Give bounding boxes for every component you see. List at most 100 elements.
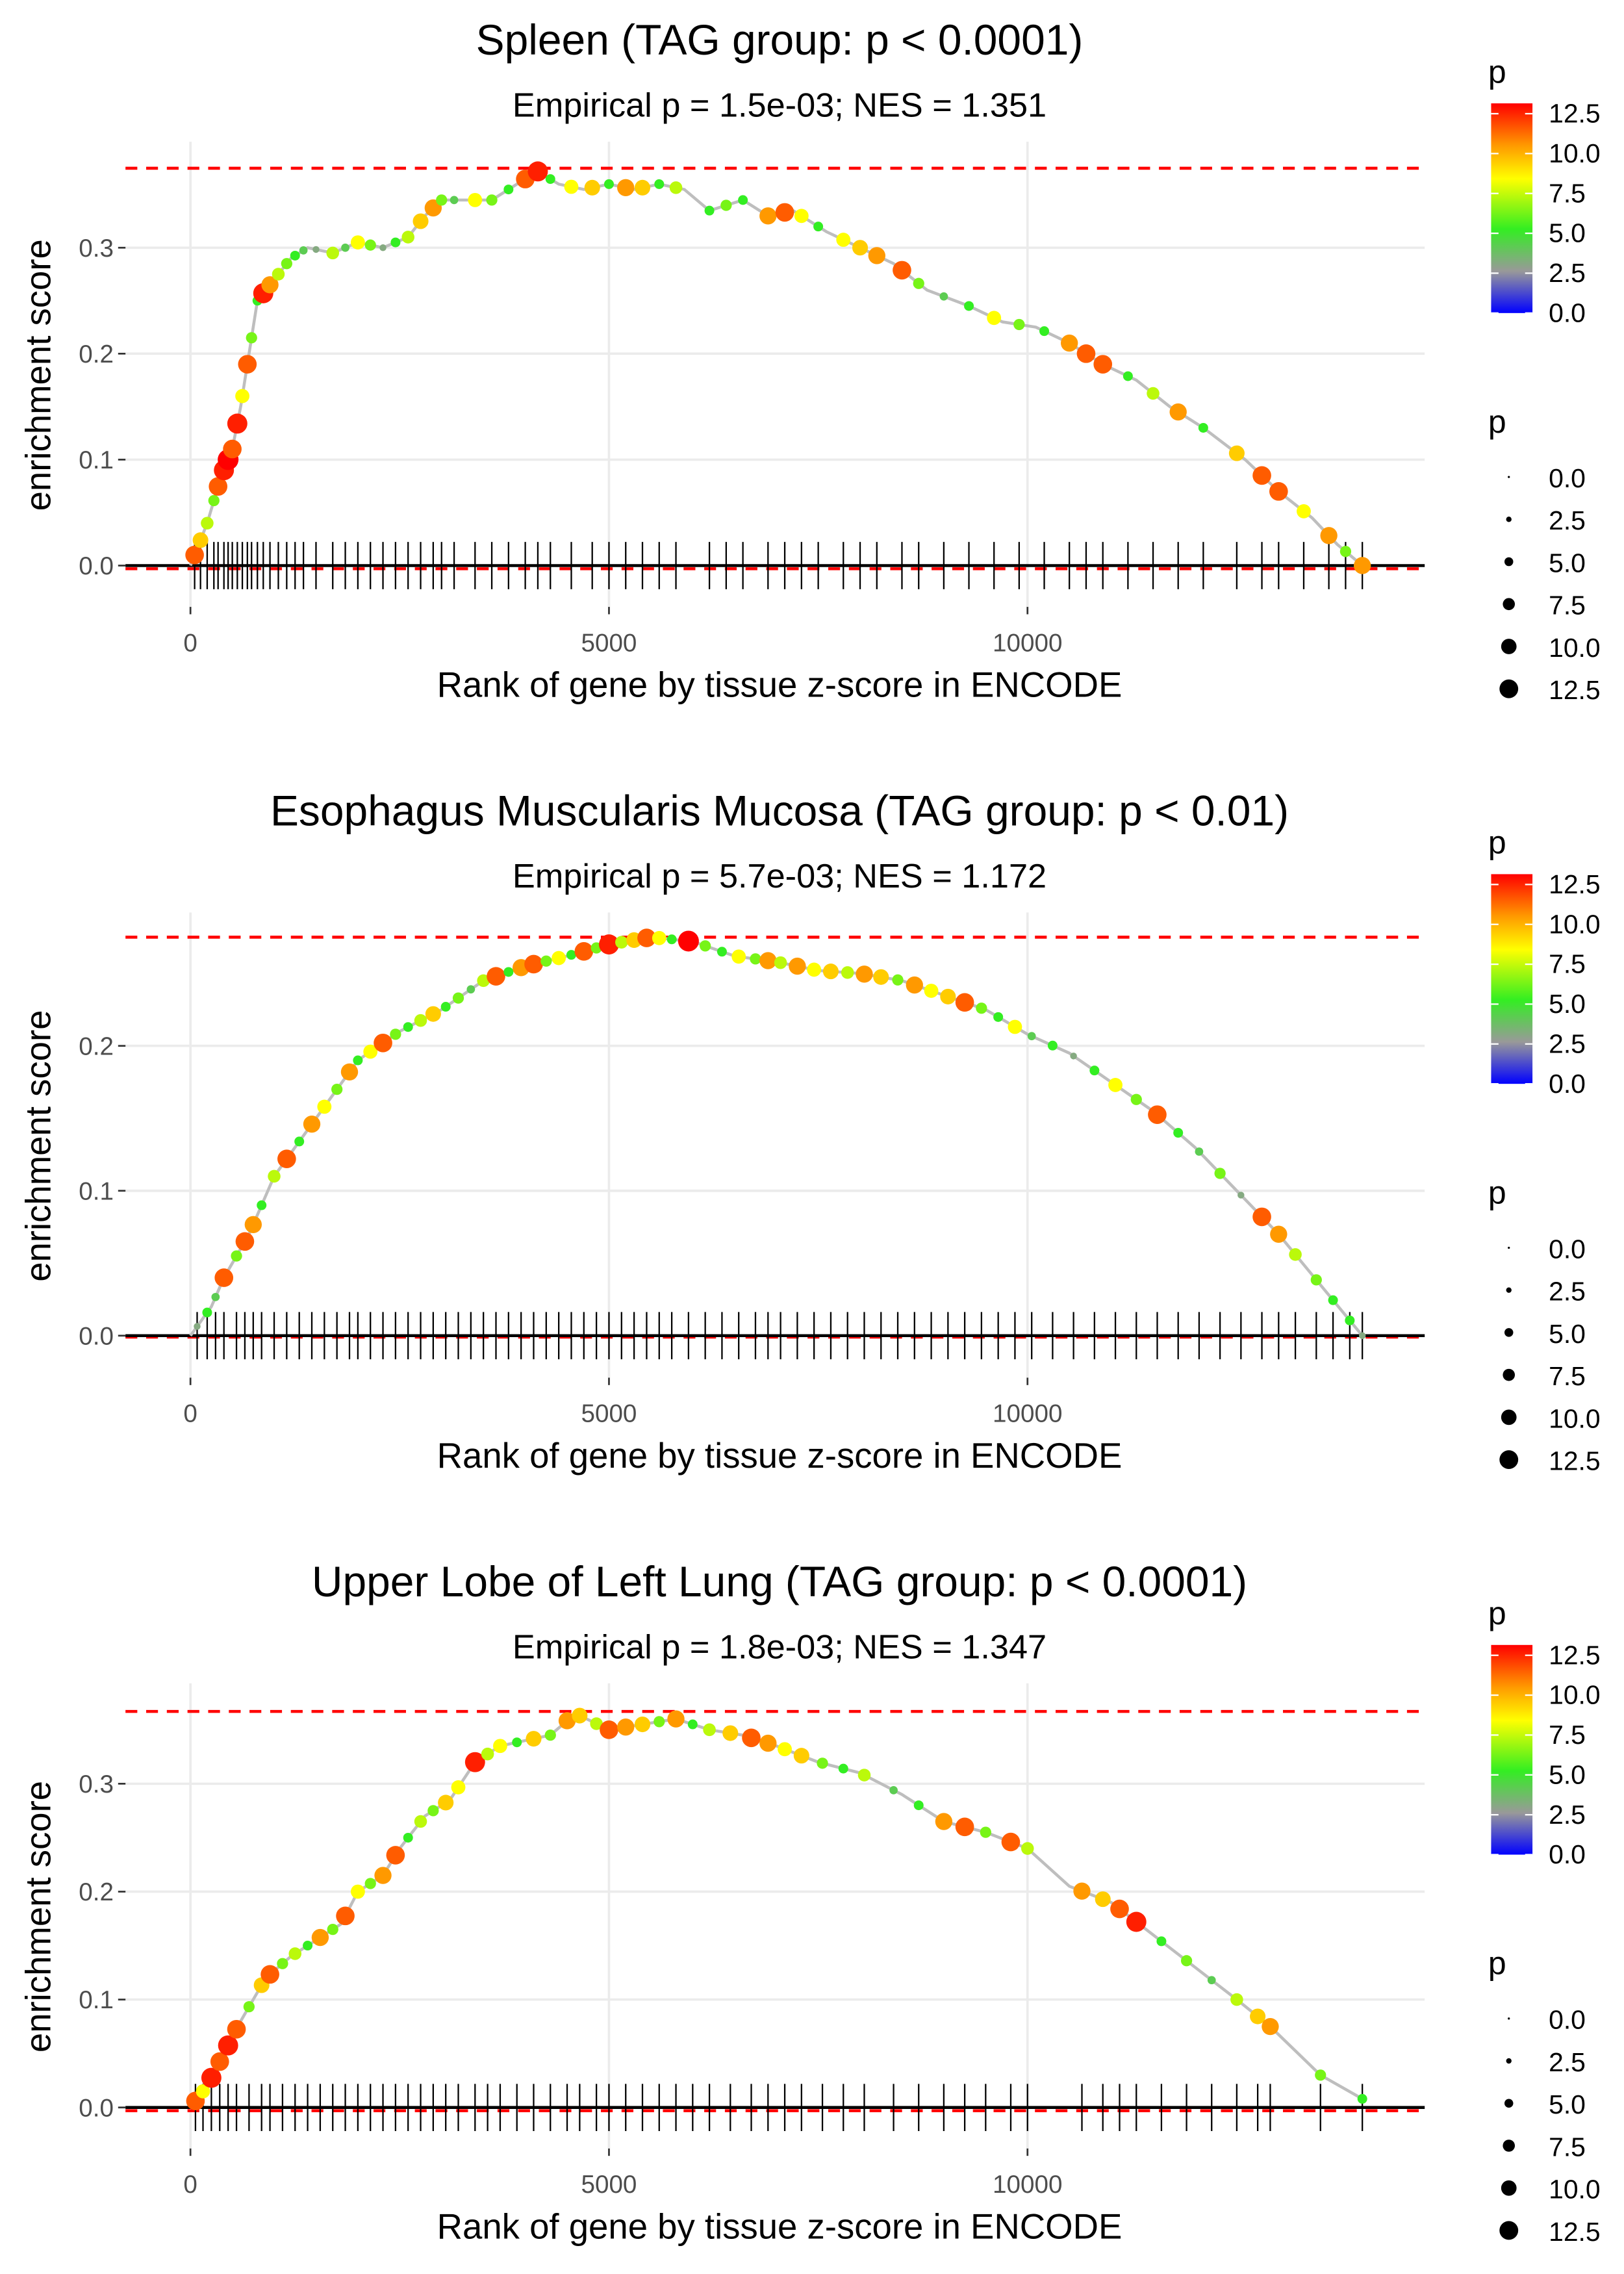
gene-point bbox=[669, 181, 683, 194]
gene-point bbox=[235, 1232, 255, 1251]
gene-point bbox=[774, 956, 787, 969]
gene-point bbox=[1070, 1053, 1077, 1060]
gene-point bbox=[600, 1720, 618, 1739]
gene-point bbox=[742, 1728, 761, 1748]
gene-point bbox=[192, 532, 209, 548]
gene-point bbox=[889, 1785, 898, 1795]
x-tick-label: 0 bbox=[183, 1400, 197, 1428]
gene-point bbox=[350, 1884, 365, 1899]
size-legend-label: 7.5 bbox=[1549, 1361, 1586, 1391]
gene-point bbox=[231, 1250, 242, 1262]
gene-point bbox=[794, 209, 809, 224]
gene-point bbox=[294, 1136, 305, 1147]
gene-point bbox=[210, 2052, 229, 2071]
gene-point bbox=[615, 936, 628, 949]
gene-point bbox=[1008, 1019, 1022, 1034]
gene-point bbox=[822, 964, 839, 980]
gene-point bbox=[244, 1216, 262, 1233]
color-legend-label: 10.0 bbox=[1549, 1680, 1601, 1710]
gene-point bbox=[1073, 1882, 1091, 1900]
panel-2: Esophagus Muscularis Mucosa (TAG group: … bbox=[18, 786, 1600, 1476]
x-tick-label: 5000 bbox=[581, 2171, 637, 2199]
gene-point bbox=[564, 179, 579, 194]
gene-point bbox=[246, 332, 257, 344]
gene-point bbox=[666, 934, 677, 945]
x-axis-label: Rank of gene by tissue z-score in ENCODE bbox=[437, 2206, 1123, 2246]
chart-title: Spleen (TAG group: p < 0.0001) bbox=[476, 16, 1084, 64]
gene-point bbox=[1328, 1295, 1338, 1305]
size-legend-label: 10.0 bbox=[1549, 633, 1601, 663]
color-legend-label: 10.0 bbox=[1549, 138, 1601, 168]
color-legend-label: 7.5 bbox=[1549, 949, 1586, 979]
gene-point bbox=[1093, 355, 1113, 374]
color-legend-title: p bbox=[1488, 53, 1506, 90]
color-legend-bar bbox=[1491, 1644, 1533, 1855]
gene-point bbox=[566, 950, 576, 960]
color-legend-label: 2.5 bbox=[1549, 1800, 1586, 1830]
size-legend-dot bbox=[1501, 1409, 1517, 1425]
gene-point bbox=[493, 1739, 507, 1754]
gene-point bbox=[238, 355, 257, 374]
gene-point bbox=[939, 292, 948, 301]
gene-point bbox=[1252, 1207, 1271, 1227]
gene-point bbox=[1169, 403, 1187, 421]
gene-point bbox=[227, 2019, 246, 2039]
gene-point bbox=[544, 1730, 556, 1741]
gene-point bbox=[789, 957, 806, 975]
size-legend-label: 0.0 bbox=[1549, 2005, 1586, 2035]
gene-point bbox=[450, 196, 459, 205]
gene-point bbox=[717, 947, 727, 957]
gene-point bbox=[214, 1268, 234, 1287]
gene-point bbox=[211, 1292, 220, 1301]
size-legend-dot bbox=[1508, 2017, 1510, 2020]
color-legend-label: 2.5 bbox=[1549, 1028, 1586, 1058]
size-legend-dot bbox=[1508, 1246, 1510, 1249]
size-legend-dot bbox=[1504, 2099, 1514, 2108]
color-legend-label: 7.5 bbox=[1549, 178, 1586, 208]
gene-point bbox=[277, 1149, 296, 1169]
gene-point bbox=[913, 1800, 924, 1811]
gene-point bbox=[976, 1003, 987, 1014]
gene-point bbox=[390, 237, 401, 248]
gene-point bbox=[1310, 1274, 1322, 1286]
gene-point bbox=[1228, 445, 1245, 461]
panel-3: Upper Lobe of Left Lung (TAG group: p < … bbox=[18, 1557, 1600, 2247]
gene-point bbox=[813, 222, 824, 232]
gene-point bbox=[703, 1723, 716, 1737]
gene-point bbox=[317, 1099, 332, 1114]
gene-point bbox=[893, 261, 911, 280]
gene-point bbox=[603, 179, 614, 189]
gene-point bbox=[1047, 1040, 1058, 1051]
size-legend-title: p bbox=[1488, 403, 1506, 440]
color-legend-label: 10.0 bbox=[1549, 909, 1601, 939]
x-tick-label: 5000 bbox=[581, 629, 637, 657]
gene-point bbox=[390, 1028, 401, 1040]
gene-point bbox=[481, 1747, 494, 1761]
y-tick-label: 0.1 bbox=[79, 1177, 114, 1205]
gene-point bbox=[281, 258, 292, 270]
gene-point bbox=[1320, 527, 1338, 544]
size-legend-dot bbox=[1508, 476, 1510, 478]
gene-point bbox=[218, 2035, 238, 2056]
gene-point bbox=[1250, 2008, 1266, 2025]
gene-point bbox=[201, 2067, 222, 2088]
gene-point bbox=[617, 179, 635, 197]
gene-point bbox=[759, 1734, 777, 1752]
gene-point bbox=[574, 941, 594, 961]
gene-point bbox=[364, 239, 376, 251]
gene-point bbox=[637, 928, 656, 947]
gene-point bbox=[414, 1815, 427, 1828]
gene-point bbox=[1270, 1225, 1288, 1243]
gene-point bbox=[1354, 557, 1371, 574]
gene-point bbox=[1358, 1332, 1366, 1340]
gene-point bbox=[1237, 1192, 1245, 1199]
chart-title: Upper Lobe of Left Lung (TAG group: p < … bbox=[312, 1557, 1247, 1605]
size-legend-label: 10.0 bbox=[1549, 2175, 1601, 2204]
y-axis-label: enrichment score bbox=[18, 1010, 58, 1282]
color-legend-title: p bbox=[1488, 824, 1506, 861]
size-legend-title: p bbox=[1488, 1945, 1506, 1982]
gene-point bbox=[374, 1867, 392, 1884]
x-axis-label: Rank of gene by tissue z-score in ENCODE bbox=[437, 665, 1123, 705]
size-legend-dot bbox=[1503, 1368, 1516, 1381]
